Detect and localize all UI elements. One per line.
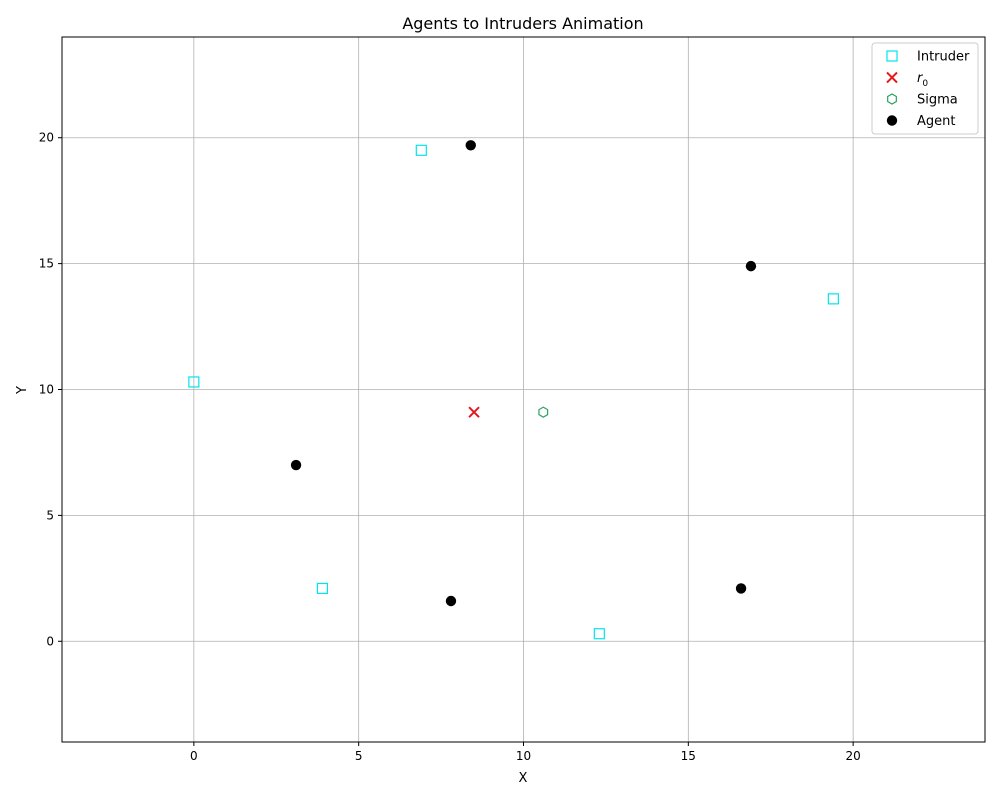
agent-point-0 — [465, 140, 476, 151]
x-tick-label: 20 — [846, 749, 861, 763]
agent-point-3 — [445, 595, 457, 607]
grid-lines — [62, 37, 985, 742]
intruder-point-3 — [316, 582, 329, 595]
legend-label-agent: Agent — [917, 114, 955, 129]
y-tick-label: 10 — [39, 383, 54, 397]
intruder-point-1 — [827, 293, 839, 305]
agent-point-4 — [735, 583, 747, 594]
intruder-point-4 — [593, 628, 605, 640]
chart-title: Agents to Intruders Animation — [402, 14, 643, 33]
agent-point-2 — [290, 459, 302, 471]
x-tick-label: 0 — [190, 749, 198, 763]
agent-point-1 — [745, 260, 757, 272]
x-tick-label: 10 — [516, 749, 531, 763]
y-axis-label: Y — [15, 386, 30, 395]
x-tick-label: 5 — [355, 749, 363, 763]
x-axis-label: X — [519, 771, 528, 786]
legend-marker-sigma — [887, 93, 897, 105]
x-tick-label: 15 — [681, 749, 696, 763]
legend-marker-agent — [886, 115, 898, 126]
legend-frame — [871, 42, 979, 135]
legend-marker-r-0 — [886, 71, 898, 84]
legend-label-sigma: Sigma — [917, 93, 958, 108]
intruder-point-2 — [188, 376, 200, 388]
y-tick-label: 15 — [39, 257, 54, 271]
legend-marker-intruder — [886, 50, 898, 62]
y-tick-label: 0 — [46, 634, 54, 648]
y-tick-label: 5 — [46, 508, 54, 522]
data-points — [188, 140, 839, 640]
intruder-point-0 — [415, 144, 427, 156]
legend-label-intruder: Intruder — [917, 50, 970, 65]
y-tick-label: 20 — [39, 131, 54, 145]
r-0-point-0 — [468, 406, 480, 418]
sigma-point-0 — [538, 406, 549, 418]
legend-label-r-0: r0 — [917, 71, 928, 89]
axis-ticks: 0 5 10 15 20 0 5 10 15 20 — [39, 131, 861, 763]
legend: Intruder r0 Sigma Agent — [871, 42, 979, 135]
